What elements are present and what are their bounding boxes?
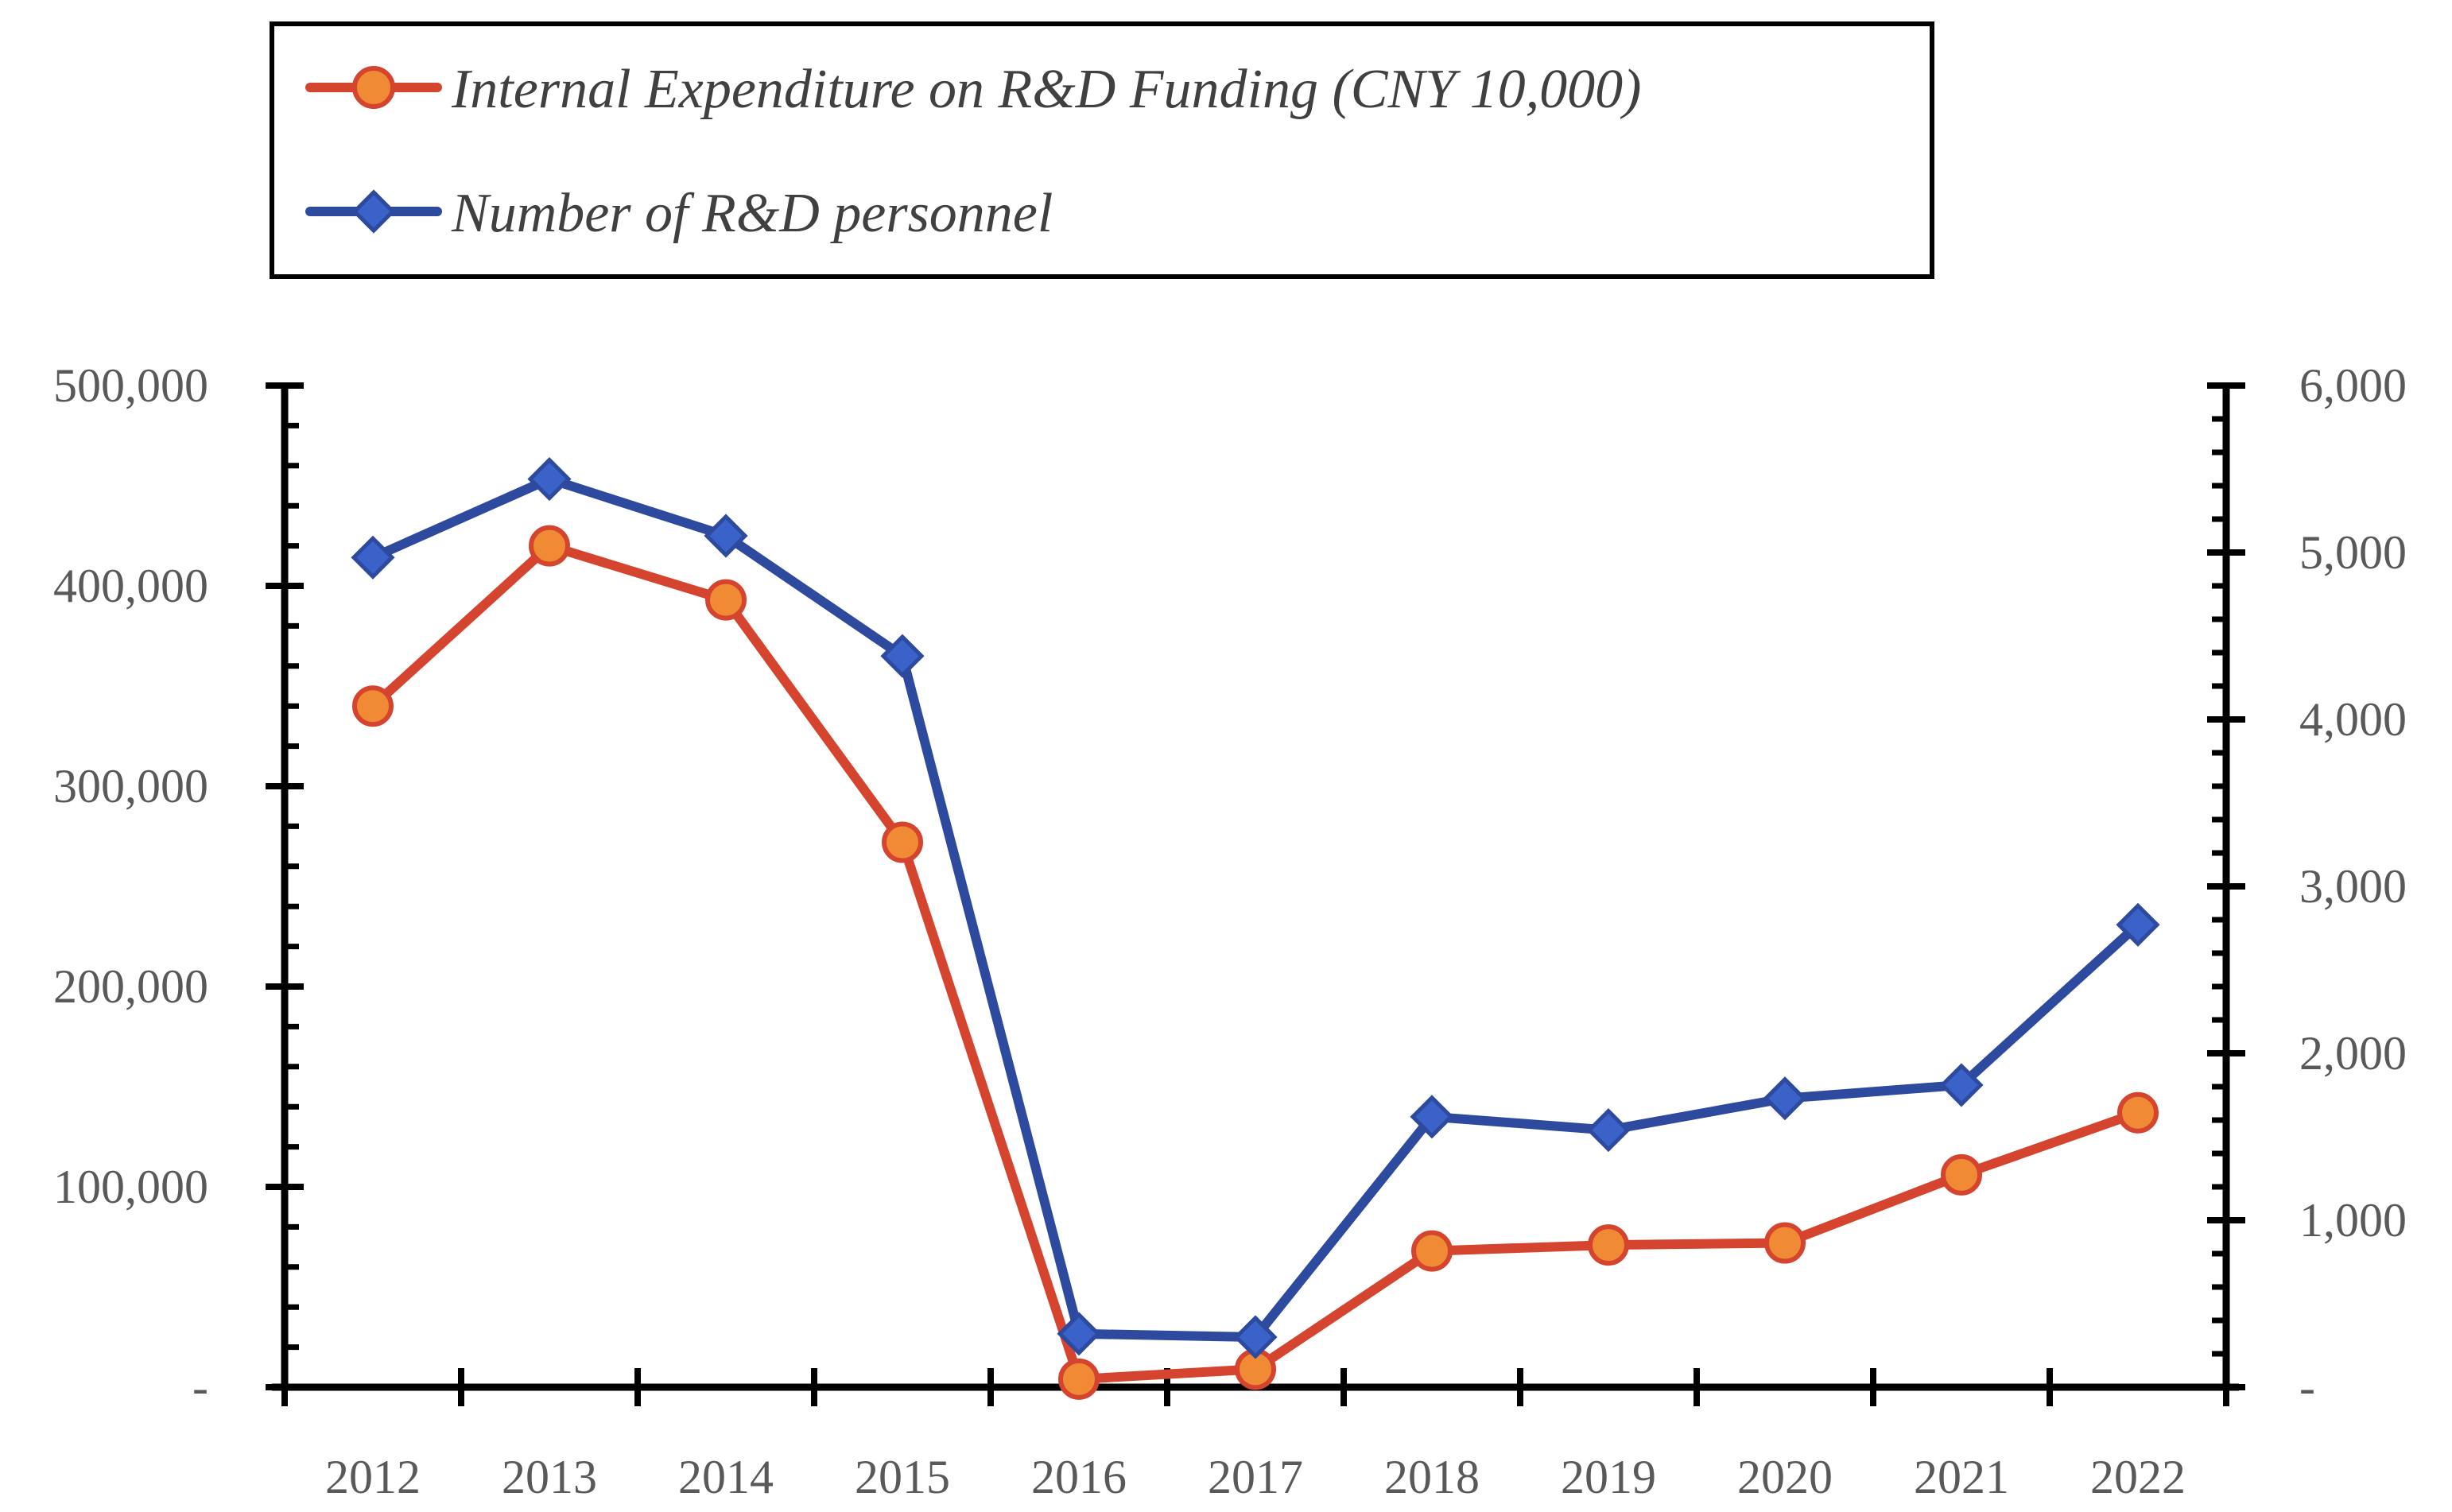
x-tick-label: 2014 bbox=[678, 1451, 774, 1503]
expenditure-point-2015 bbox=[882, 821, 923, 863]
left-tick-label: 400,000 bbox=[53, 560, 208, 612]
axes: - 100,000 200,000 300,000 400,000 500,000 - 1,0… bbox=[53, 359, 2407, 1503]
expenditure-point-2020 bbox=[1764, 1222, 1806, 1264]
expenditure-point-2021 bbox=[1941, 1153, 1982, 1196]
right-tick-label: 6,000 bbox=[2299, 359, 2407, 412]
left-tick-label: 300,000 bbox=[53, 760, 208, 812]
right-tick-label: 2,000 bbox=[2299, 1027, 2407, 1080]
x-tick-label: 2018 bbox=[1384, 1451, 1480, 1503]
left-tick-label: 200,000 bbox=[53, 960, 208, 1013]
x-tick-label: 2016 bbox=[1031, 1451, 1127, 1503]
personnel-point-2014 bbox=[704, 514, 748, 558]
left-tick-label: 100,000 bbox=[53, 1161, 208, 1213]
x-tick-label: 2021 bbox=[1914, 1451, 2009, 1503]
personnel-point-2018 bbox=[1410, 1095, 1454, 1139]
right-tick-label: 5,000 bbox=[2299, 526, 2407, 579]
x-tick-label: 2019 bbox=[1561, 1451, 1656, 1503]
x-tick-label: 2022 bbox=[2090, 1451, 2186, 1503]
right-tick-label: 1,000 bbox=[2299, 1194, 2407, 1246]
expenditure-point-2022 bbox=[2117, 1091, 2159, 1134]
expenditure-point-2018 bbox=[1411, 1230, 1453, 1272]
expenditure-point-2019 bbox=[1588, 1224, 1629, 1266]
legend-label-personnel: Number of R&D personnel bbox=[451, 183, 1053, 244]
right-tick-label: 4,000 bbox=[2299, 693, 2407, 746]
legend: Internal Expenditure on R&D Funding (CNY… bbox=[270, 21, 1934, 279]
right-tick-label: - bbox=[2299, 1361, 2315, 1413]
personnel-point-2013 bbox=[527, 457, 572, 502]
x-tick-label: 2012 bbox=[325, 1451, 421, 1503]
x-tick-label: 2013 bbox=[502, 1451, 597, 1503]
x-tick-label: 2020 bbox=[1737, 1451, 1833, 1503]
personnel-point-2019 bbox=[1586, 1108, 1631, 1153]
right-tick-label: 3,000 bbox=[2299, 860, 2407, 913]
personnel-point-2015 bbox=[880, 634, 925, 678]
left-tick-label: 500,000 bbox=[53, 359, 208, 412]
personnel-point-2022 bbox=[2116, 902, 2160, 947]
left-tick-label: - bbox=[192, 1361, 208, 1413]
expenditure-point-2012 bbox=[352, 685, 394, 727]
personnel-point-2021 bbox=[1939, 1063, 1984, 1107]
personnel-point-2020 bbox=[1763, 1076, 1807, 1121]
x-tick-label: 2015 bbox=[855, 1451, 950, 1503]
expenditure-point-2013 bbox=[529, 525, 570, 567]
personnel-point-2012 bbox=[351, 535, 395, 580]
legend-box bbox=[270, 21, 1934, 279]
legend-swatch-marker-expenditure bbox=[352, 66, 395, 109]
x-tick-label: 2017 bbox=[1208, 1451, 1303, 1503]
legend-swatch-marker-personnel bbox=[351, 189, 396, 234]
personnel-point-2016 bbox=[1057, 1312, 1101, 1356]
legend-label-expenditure: Internal Expenditure on R&D Funding (CNY… bbox=[451, 59, 1641, 120]
expenditure-point-2016 bbox=[1058, 1358, 1100, 1400]
expenditure-point-2014 bbox=[705, 579, 747, 621]
series-markers bbox=[351, 457, 2160, 1400]
series-line-expenditure bbox=[368, 541, 2143, 1384]
series-lines bbox=[368, 474, 2143, 1384]
personnel-point-2017 bbox=[1233, 1315, 1278, 1359]
